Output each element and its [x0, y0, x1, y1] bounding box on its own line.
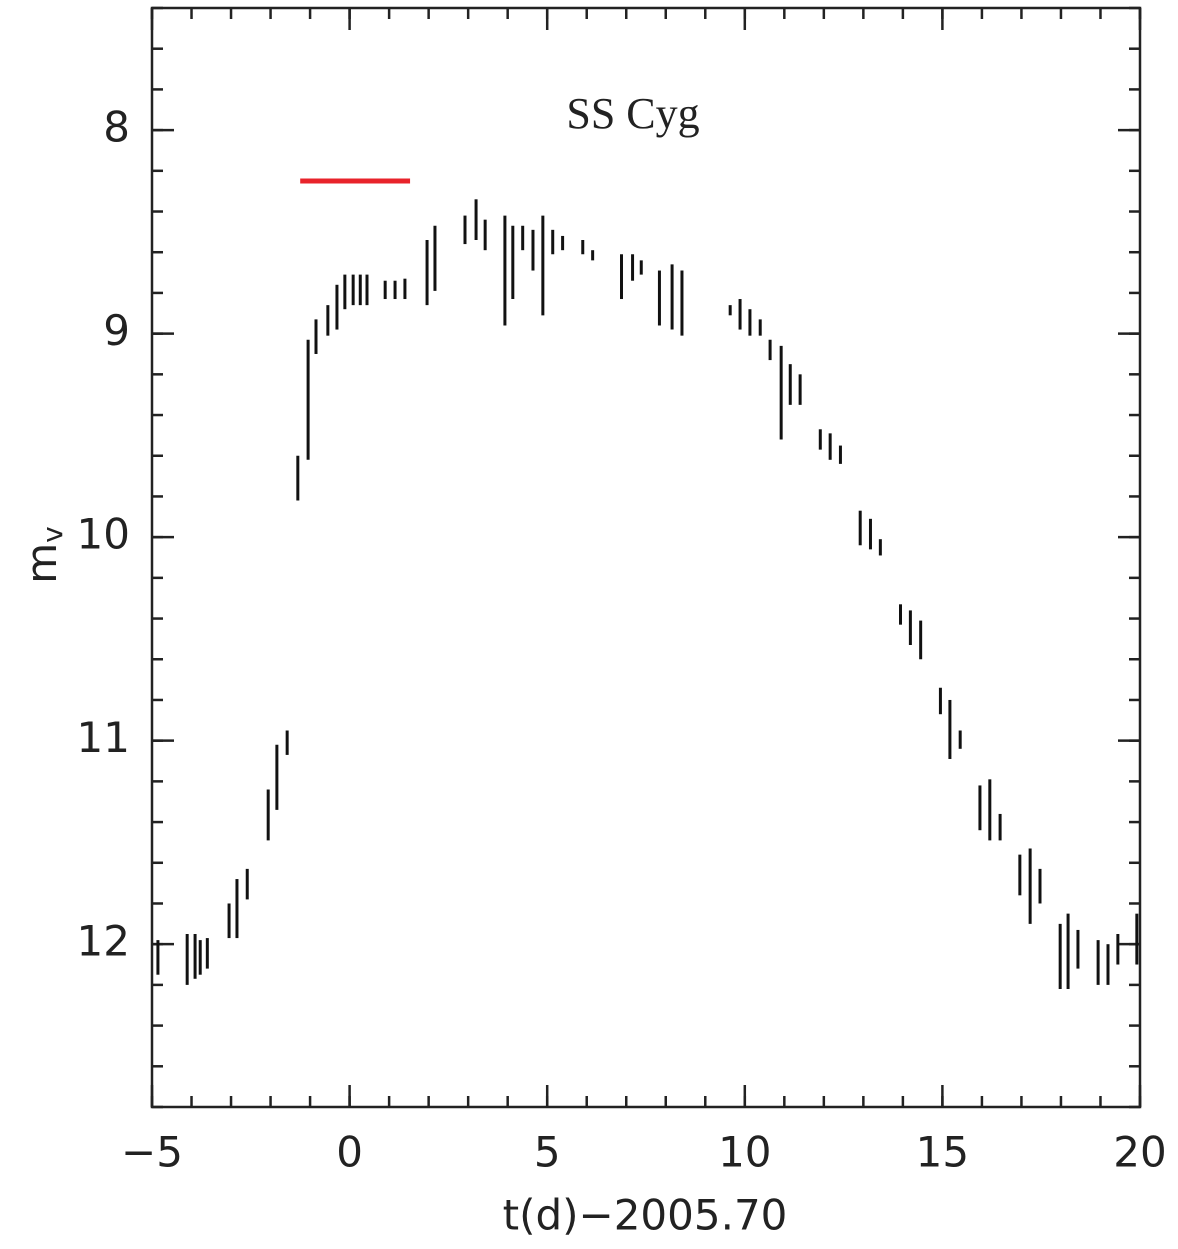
y-tick-label: 9 — [103, 306, 130, 355]
x-tick-label: 15 — [916, 1128, 969, 1177]
y-tick-label: 10 — [77, 510, 130, 559]
plot-frame — [150, 6, 1142, 1109]
y-tick-label: 11 — [77, 713, 130, 762]
x-axis-label: t(d)−2005.70 — [503, 1191, 788, 1240]
y-label-subscript: v — [36, 526, 69, 543]
chart-title: SS Cyg — [566, 89, 699, 138]
y-tick-label: 8 — [103, 103, 130, 152]
x-tick-label: 5 — [534, 1128, 561, 1177]
x-tick-label: 0 — [336, 1128, 363, 1177]
y-tick-label: 12 — [77, 917, 130, 966]
y-label-main: m — [17, 543, 66, 584]
x-tick-label: −5 — [121, 1128, 183, 1177]
x-tick-label: 10 — [718, 1128, 771, 1177]
y-axis-label: mv — [17, 526, 70, 584]
x-tick-label: 20 — [1113, 1128, 1166, 1177]
